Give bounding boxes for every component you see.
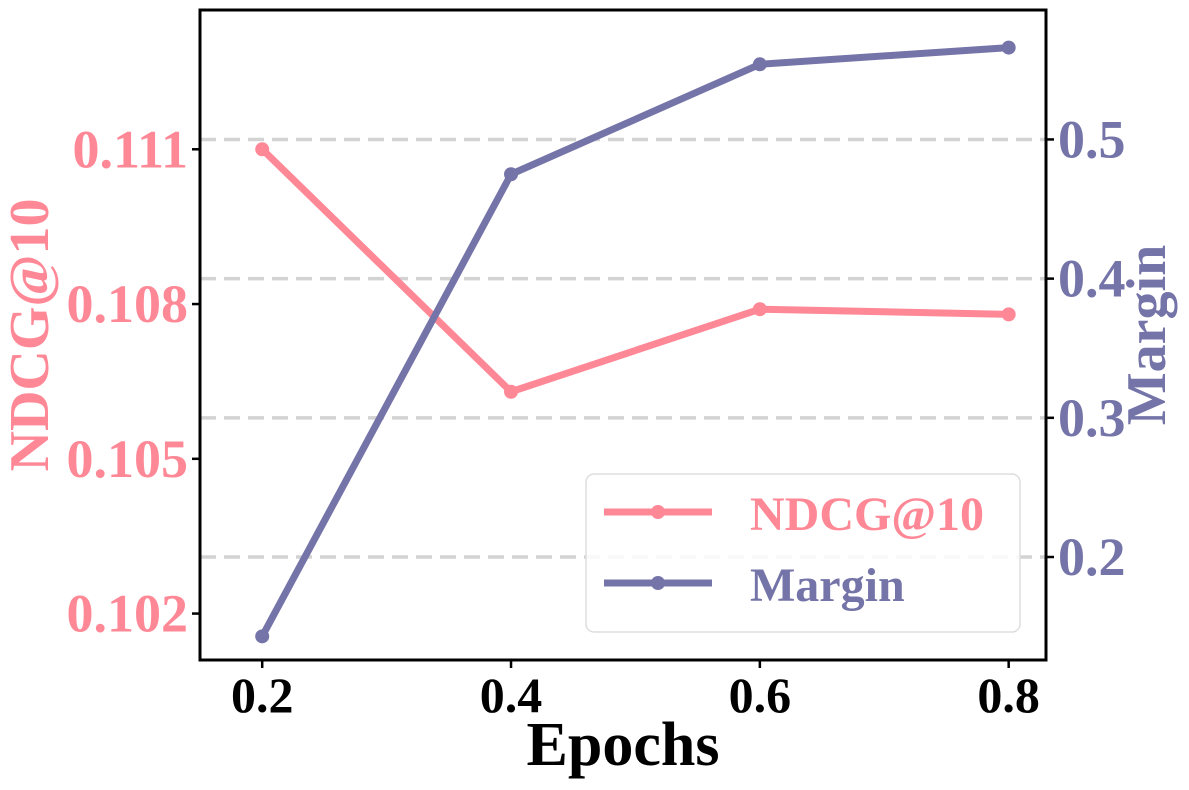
axis-ticks: 0.2 0.4 0.6 0.8 0.102 0.105 0.108 0.111 0.2 0.3 0.… [67,109,1126,723]
series-layer [255,40,1016,644]
x-tick-label: 0.2 [231,667,294,723]
data-point-margin [752,57,767,72]
series-line-ndcg [258,145,1013,396]
x-tick-label: 0.6 [729,667,792,723]
data-point-ndcg [255,142,270,157]
series-line-margin [258,44,1013,640]
data-point-ndcg [1001,307,1016,322]
data-point-margin [1001,40,1016,55]
x-tick-label: 0.4 [480,667,543,723]
data-point-margin [255,629,270,644]
legend-marker-ndcg [651,505,665,519]
data-point-ndcg [504,384,519,399]
y-axis-left-label: NDCG@10 [0,199,61,472]
data-point-margin [504,167,519,182]
y-left-tick-label: 0.108 [67,274,189,334]
legend-label-margin: Margin [750,559,905,612]
data-point-ndcg [752,302,767,317]
legend: NDCG@10 Margin [585,473,1021,633]
x-axis-label: Epochs [527,711,720,779]
y-right-tick-label: 0.4 [1058,249,1126,309]
legend-label-ndcg: NDCG@10 [750,488,984,541]
y-right-tick-label: 0.5 [1058,109,1126,169]
y-right-tick-label: 0.3 [1058,388,1126,448]
x-tick-label: 0.8 [977,667,1040,723]
y-right-tick-label: 0.2 [1058,527,1126,587]
plot-area-frame [198,8,1048,662]
y-axis-right-label: Margin [1116,245,1178,425]
y-left-tick-label: 0.111 [72,119,188,179]
y-left-tick-label: 0.105 [67,429,189,489]
y-left-tick-label: 0.102 [67,584,189,644]
legend-marker-margin [651,576,665,590]
